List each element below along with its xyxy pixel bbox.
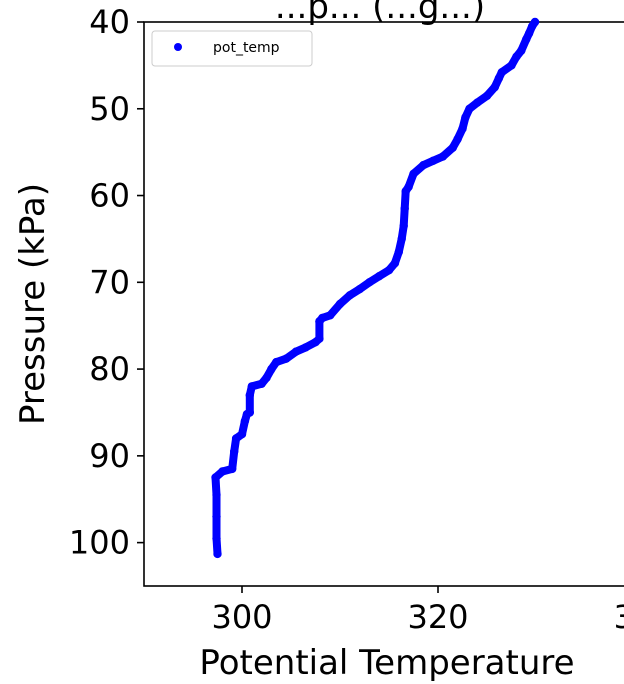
data-point (212, 534, 221, 543)
data-point (473, 98, 482, 107)
data-point (262, 373, 271, 382)
data-point (458, 124, 467, 133)
legend-label-pot-temp: pot_temp (213, 40, 280, 56)
data-point (335, 299, 345, 309)
x-tick-label: 320 (407, 598, 468, 636)
x-tick-label: 34 (614, 598, 624, 636)
data-point (281, 354, 291, 363)
legend-box (151, 30, 313, 67)
data-point (257, 379, 266, 388)
data-point (267, 364, 276, 374)
data-point (237, 430, 247, 439)
x-axis-label: Potential Temperature (199, 643, 574, 683)
y-axis-label: Pressure (kPa) (13, 183, 53, 425)
y-tick-label: 40 (89, 3, 130, 41)
data-point (211, 473, 220, 482)
chart-title: ...p... (...g...) (275, 0, 485, 27)
data-point (390, 259, 400, 268)
data-point (355, 285, 364, 294)
data-point (315, 334, 324, 343)
data-point (461, 113, 470, 122)
data-point (497, 68, 506, 77)
series-layer (211, 17, 540, 559)
data-point (218, 467, 227, 476)
data-point (213, 549, 222, 559)
data-point (318, 313, 327, 323)
data-point (272, 357, 281, 367)
data-point (399, 221, 408, 231)
plot-frame (143, 21, 624, 587)
data-point (301, 343, 310, 352)
data-point (428, 156, 438, 165)
data-point (419, 161, 428, 170)
data-point (465, 104, 474, 114)
data-point (247, 382, 256, 391)
data-point (345, 291, 354, 300)
data-point (245, 408, 254, 417)
data-point (212, 490, 221, 500)
data-point (448, 143, 457, 152)
data-point (375, 272, 384, 281)
y-axis: 40 50 60 70 80 90 100 (69, 3, 144, 562)
data-point (512, 52, 521, 61)
data-point (365, 278, 374, 287)
data-point (507, 61, 516, 70)
data-point (326, 311, 335, 320)
data-point (231, 434, 241, 443)
y-tick-label: 100 (69, 524, 130, 562)
data-point (409, 169, 418, 178)
y-tick-label: 60 (89, 177, 130, 215)
y-tick-label: 70 (89, 263, 130, 301)
y-tick-label: 90 (89, 437, 130, 475)
data-point (404, 182, 413, 192)
data-point (438, 152, 448, 161)
data-point (524, 29, 534, 38)
legend: pot_temp (151, 30, 313, 67)
legend-marker (174, 43, 182, 51)
data-point (397, 234, 406, 244)
data-point (384, 266, 394, 275)
data-point (291, 347, 301, 356)
data-point (230, 447, 239, 456)
data-point (482, 91, 492, 101)
data-point (245, 390, 254, 400)
y-tick-label: 50 (89, 90, 130, 128)
data-point (394, 247, 403, 257)
data-point (530, 17, 540, 27)
series-trace-0 (211, 18, 539, 558)
data-point (212, 512, 221, 521)
x-tick-label: 300 (211, 598, 272, 636)
data-point (453, 134, 462, 144)
x-axis: 300 320 34 (211, 586, 624, 636)
data-point (517, 46, 526, 55)
data-point (228, 464, 237, 474)
y-tick-label: 80 (89, 350, 130, 388)
data-point (490, 82, 499, 92)
data-point (240, 416, 250, 426)
data-point (400, 204, 409, 213)
